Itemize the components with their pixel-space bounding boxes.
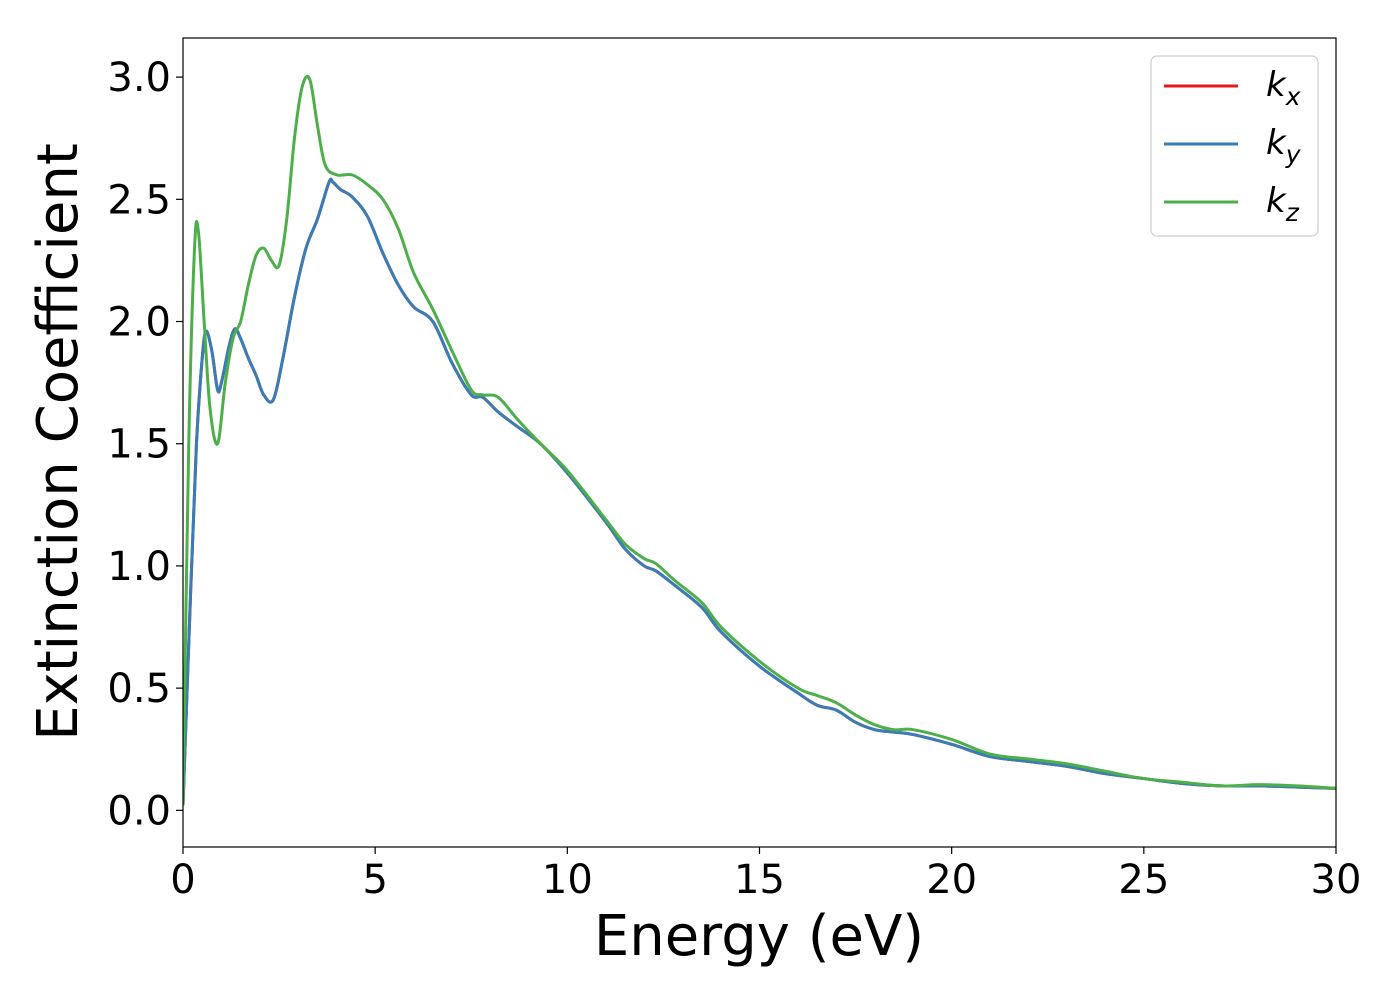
x-axis-label: Energy (eV) [594,904,924,969]
legend-label-ky: ky [1266,123,1302,169]
x-tick-label: 30 [1311,857,1362,903]
y-tick-label: 1.5 [107,422,171,468]
legend-label-base: k [1266,123,1287,163]
series-line-kz [183,74,1336,806]
series-layer [183,74,1336,806]
legend-label-subscript: x [1285,82,1301,111]
y-tick-label: 0.5 [107,666,171,712]
legend-box [1150,55,1319,237]
y-axis-label: Extinction Coefficient [26,143,91,741]
x-tick-label: 25 [1118,857,1169,903]
legend-label-subscript: y [1285,140,1302,169]
legend-label-base: k [1266,65,1287,105]
plot-frame [182,37,1337,848]
y-tick-label: 3.0 [107,55,171,101]
x-tick-label: 5 [362,857,387,903]
legend-label-kz: kz [1266,181,1300,227]
y-tick-label: 1.0 [107,544,171,590]
x-tick-label: 0 [170,857,195,903]
legend-label-subscript: z [1285,198,1300,227]
y-tick-label: 2.0 [107,300,171,346]
y-tick-label: 0.0 [107,788,171,834]
y-tick-label: 2.5 [107,177,171,223]
legend-label-base: k [1266,181,1287,221]
x-tick-label: 20 [926,857,977,903]
series-line-ky [183,177,1336,806]
ticks-layer: 0 5 10 15 20 25 30 0.0 0.5 1.0 1.5 2.0 2.5 3.0 [107,55,1361,903]
legend-label-kx: kx [1266,65,1301,111]
x-tick-label: 15 [734,857,785,903]
x-tick-label: 10 [542,857,593,903]
